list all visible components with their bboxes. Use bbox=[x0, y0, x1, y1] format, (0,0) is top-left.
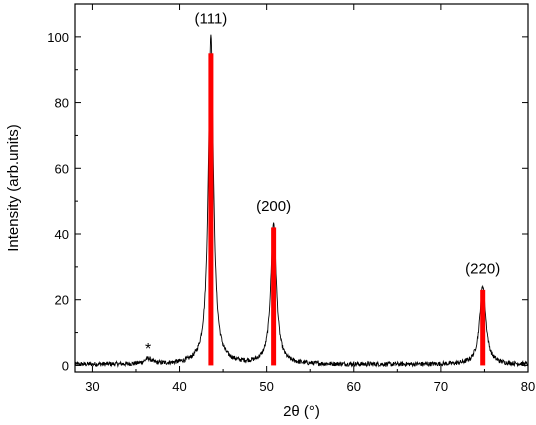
x-tick-label: 70 bbox=[434, 379, 448, 394]
reference-bar bbox=[208, 53, 214, 366]
peak-annotations: (111) (200) (220) * bbox=[145, 11, 500, 358]
peak-label: (111) bbox=[195, 11, 228, 28]
plot-area bbox=[74, 34, 528, 368]
peak-label: (220) bbox=[465, 260, 500, 277]
y-tick-label: 80 bbox=[55, 96, 69, 111]
reference-bar bbox=[480, 289, 486, 366]
x-axis-label: 2θ (°) bbox=[283, 403, 320, 420]
peak-label: (200) bbox=[256, 198, 291, 215]
reference-bar bbox=[271, 227, 277, 366]
y-tick-label: 100 bbox=[47, 30, 69, 45]
impurity-marker: * bbox=[145, 341, 151, 358]
y-tick-label: 0 bbox=[62, 358, 69, 373]
y-axis-label: Intensity (arb.units) bbox=[5, 124, 22, 252]
xrd-pattern-line bbox=[74, 34, 528, 368]
x-tick-label: 40 bbox=[172, 379, 186, 394]
x-tick-label: 50 bbox=[259, 379, 273, 394]
y-tick-label: 60 bbox=[55, 161, 69, 176]
plot-frame bbox=[74, 3, 529, 373]
y-tick-label: 40 bbox=[55, 227, 69, 242]
y-tick-label: 20 bbox=[55, 293, 69, 308]
axis-ticks: 30 40 50 60 70 80 0 20 40 60 80 100 bbox=[47, 4, 535, 394]
x-tick-label: 30 bbox=[85, 379, 99, 394]
x-tick-label: 80 bbox=[521, 379, 535, 394]
x-tick-label: 60 bbox=[347, 379, 361, 394]
